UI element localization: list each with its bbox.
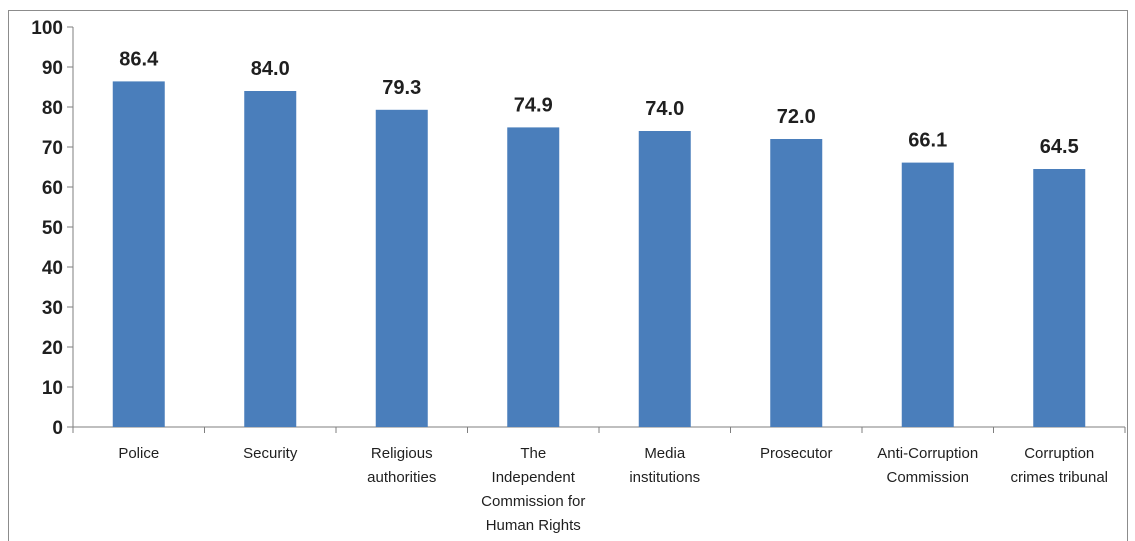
- x-category-label: Corruption crimes tribunal: [1010, 445, 1108, 486]
- bar: [507, 127, 560, 428]
- data-label: 74.9: [514, 94, 553, 116]
- data-label: 84.0: [251, 58, 290, 80]
- x-category-label: Anti-Corruption Commission: [877, 445, 978, 486]
- x-category-label: Prosecutor: [760, 445, 833, 462]
- y-tick-label: 80: [42, 98, 63, 119]
- x-category-label: Security: [243, 445, 298, 462]
- bar: [901, 162, 954, 427]
- y-tick-label: 50: [42, 218, 63, 239]
- bar: [770, 139, 823, 427]
- x-category-label: Media institutions: [629, 445, 700, 486]
- y-tick-label: 90: [42, 58, 63, 79]
- chart-frame: [8, 10, 1128, 541]
- y-tick-label: 70: [42, 138, 63, 159]
- bar: [112, 81, 165, 428]
- data-label: 74.0: [645, 98, 684, 120]
- data-label: 64.5: [1040, 136, 1079, 158]
- data-label: 72.0: [777, 106, 816, 128]
- x-category-label: Police: [118, 445, 159, 462]
- y-tick-label: 30: [42, 298, 63, 319]
- bar: [638, 131, 691, 427]
- y-tick-label: 60: [42, 178, 63, 199]
- y-tick-label: 10: [42, 378, 63, 399]
- y-tick-label: 40: [42, 258, 63, 279]
- y-tick-label: 100: [31, 18, 63, 39]
- y-tick-label: 0: [52, 418, 63, 439]
- y-tick-label: 20: [42, 338, 63, 359]
- data-label: 79.3: [382, 77, 421, 99]
- data-label: 66.1: [908, 130, 947, 152]
- bar: [1033, 169, 1086, 427]
- data-label: 86.4: [119, 48, 159, 70]
- x-category-label: Religious authorities: [367, 445, 436, 486]
- bar: [244, 91, 297, 427]
- bar: [375, 109, 428, 428]
- x-category-label: The Independent Commission for Human Rights: [481, 445, 585, 534]
